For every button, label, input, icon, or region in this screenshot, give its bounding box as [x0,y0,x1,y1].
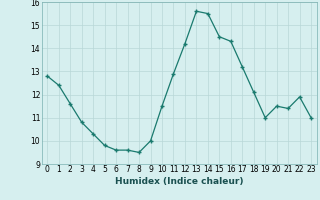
X-axis label: Humidex (Indice chaleur): Humidex (Indice chaleur) [115,177,244,186]
